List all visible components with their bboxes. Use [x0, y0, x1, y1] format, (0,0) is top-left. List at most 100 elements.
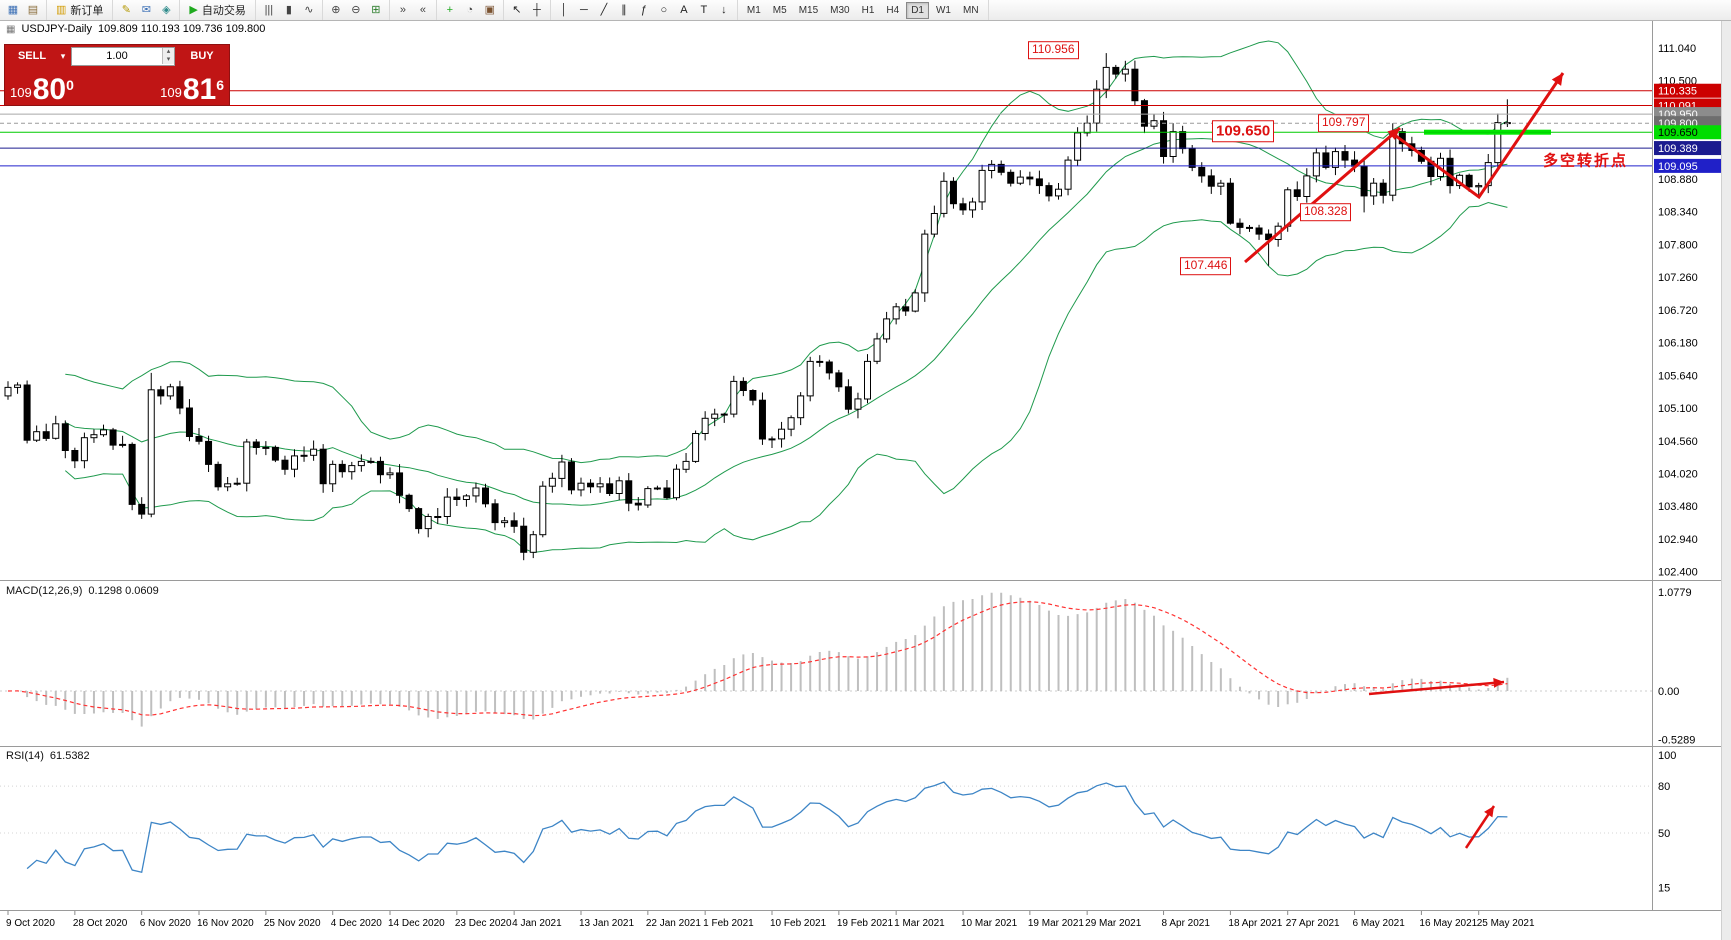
candle	[252, 441, 260, 448]
candle	[1322, 152, 1330, 168]
volume-dropdown-caret-icon[interactable]: ▾	[60, 50, 66, 61]
right-scrollbar[interactable]	[1721, 0, 1731, 940]
candle	[1102, 66, 1110, 90]
candle	[1083, 122, 1091, 134]
candle	[539, 485, 547, 536]
autotrading-button[interactable]: ▶ 自动交易	[183, 1, 251, 19]
timeframe-mn[interactable]: MN	[962, 4, 979, 16]
price-line-label: 109.650	[1658, 127, 1698, 139]
indicators-button[interactable]: +	[440, 1, 460, 19]
price-axis-tick: 105.100	[1658, 403, 1698, 415]
shapes-button[interactable]: ○	[654, 1, 674, 19]
candle	[1236, 222, 1244, 228]
channel-button[interactable]: ∥	[614, 1, 634, 19]
macd-axis-tick: 1.0779	[1658, 587, 1692, 599]
sell-price-big: 80	[32, 73, 67, 106]
candle	[854, 398, 862, 410]
trend-arrow	[1395, 72, 1565, 200]
channel-icon: ∥	[621, 3, 627, 16]
candle	[1093, 88, 1101, 124]
arrows-button[interactable]: ↓	[714, 1, 734, 19]
rsi-value: 61.5382	[49, 750, 90, 762]
candle	[567, 461, 575, 491]
date-axis-label: 4 Dec 2020	[331, 918, 383, 929]
price-annotation-label: 109.797	[1318, 114, 1370, 132]
toolbar-group: ▥ 新订单	[47, 0, 114, 20]
timeframe-m5[interactable]: M5	[772, 4, 787, 16]
candle	[1007, 171, 1015, 184]
text-button[interactable]: A	[674, 1, 694, 19]
cursor-button[interactable]: ↖	[507, 1, 527, 19]
candle	[1370, 182, 1378, 197]
toolbar-group: ⊕ ⊖ ⊞	[323, 0, 390, 20]
sell-button[interactable]: SELL	[17, 50, 47, 62]
candle	[902, 306, 910, 312]
candle	[558, 461, 566, 479]
timeframe-m30[interactable]: M30	[830, 4, 850, 16]
profiles-button[interactable]: ▤	[23, 1, 43, 19]
new-chart-button[interactable]: ▦	[3, 1, 23, 19]
volume-down-button[interactable]: ▾	[163, 56, 174, 64]
buy-button[interactable]: BUY	[190, 50, 214, 62]
periods-button[interactable]: ◔	[460, 1, 480, 19]
price-axis-tick: 104.560	[1658, 436, 1698, 448]
chart-window-icon: ▦	[6, 23, 16, 35]
candle	[911, 292, 919, 312]
sell-price-button[interactable]: 109 80 0	[10, 73, 74, 106]
templates-button[interactable]: ▣	[480, 1, 500, 19]
zoom-in-button[interactable]: ⊕	[326, 1, 346, 19]
line-chart-button[interactable]: ∿	[299, 1, 319, 19]
date-axis-label: 1 Mar 2021	[894, 918, 945, 929]
candle	[692, 433, 700, 462]
auto-scroll-icon: »	[399, 3, 406, 16]
rsi-panel[interactable]	[0, 781, 1652, 873]
rsi-axis-tick: 100	[1658, 750, 1676, 762]
timeframe-h1[interactable]: H1	[861, 4, 875, 16]
candle	[1379, 182, 1387, 196]
trendline-button[interactable]: ╱	[594, 1, 614, 19]
candle	[816, 360, 824, 363]
buy-price-button[interactable]: 109 81 6	[160, 75, 224, 105]
shapes-icon: ○	[660, 3, 668, 16]
label-button[interactable]: T	[694, 1, 714, 19]
turning-point-annotation: 多空转折点	[1543, 152, 1629, 170]
candle	[1074, 132, 1082, 161]
crosshair-button[interactable]: ┼	[527, 1, 547, 19]
date-axis-label: 25 Nov 2020	[264, 918, 321, 929]
new-order-button[interactable]: ▥ 新订单	[50, 1, 109, 19]
candle	[634, 502, 642, 506]
navigator-button[interactable]: ◈	[156, 1, 176, 19]
candle	[1284, 189, 1292, 227]
chart-shift-button[interactable]: «	[413, 1, 433, 19]
candlestick-chart-button[interactable]: ▮	[279, 1, 299, 19]
candle	[61, 423, 69, 451]
main-chart-panel[interactable]	[4, 40, 1551, 561]
vertical-line-button[interactable]: │	[554, 1, 574, 19]
mailbox-button[interactable]: ✉	[136, 1, 156, 19]
timeframe-m1[interactable]: M1	[746, 4, 761, 16]
auto-scroll-button[interactable]: »	[393, 1, 413, 19]
candle	[797, 395, 805, 419]
timeframe-m15[interactable]: M15	[798, 4, 819, 16]
metaeditor-icon: ✎	[121, 3, 132, 16]
volume-input[interactable]	[72, 49, 162, 63]
candle	[778, 428, 786, 440]
timeframe-h4[interactable]: H4	[886, 4, 900, 16]
tile-windows-button[interactable]: ⊞	[366, 1, 386, 19]
timeframe-d1[interactable]: D1	[906, 1, 929, 19]
zoom-out-button[interactable]: ⊖	[346, 1, 366, 19]
candle	[224, 483, 232, 488]
horizontal-line-button[interactable]: ─	[574, 1, 594, 19]
bar-chart-button[interactable]: |||	[259, 1, 279, 19]
volume-up-button[interactable]: ▴	[163, 48, 174, 56]
timeframe-w1[interactable]: W1	[935, 4, 951, 16]
rsi-line	[26, 781, 1508, 873]
fibonacci-button[interactable]: ƒ	[634, 1, 654, 19]
candle	[1026, 176, 1034, 180]
macd-panel[interactable]	[0, 592, 1652, 727]
price-axis-tick: 105.640	[1658, 370, 1698, 382]
candle	[453, 496, 461, 501]
metaeditor-button[interactable]: ✎	[116, 1, 136, 19]
candle	[396, 472, 404, 496]
